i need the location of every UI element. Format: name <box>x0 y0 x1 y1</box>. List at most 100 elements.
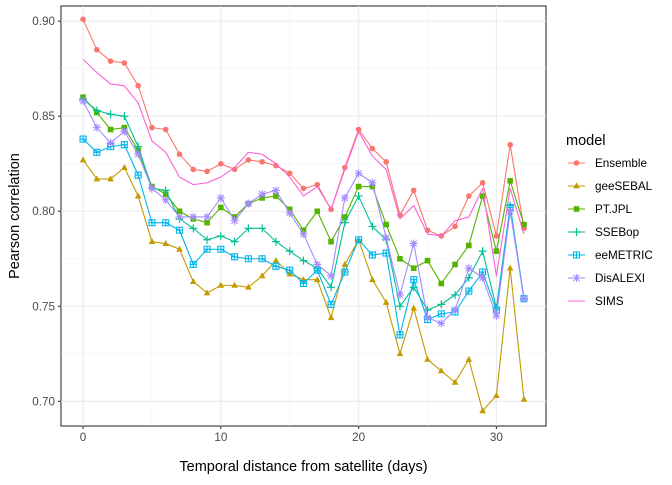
data-point-ensemble <box>493 233 500 239</box>
data-point-pt-jpl <box>493 248 500 254</box>
data-point-eemetric <box>355 236 363 244</box>
data-point-disalexi <box>395 290 404 299</box>
data-point-geesebal <box>231 281 238 288</box>
data-point-ensemble <box>383 159 389 165</box>
data-point-pt-jpl <box>204 219 210 226</box>
series-line-sims <box>82 58 525 277</box>
data-point-eemetric <box>299 279 308 288</box>
data-point-eemetric <box>231 253 239 261</box>
data-point-geesebal <box>369 276 376 283</box>
data-point-geesebal <box>465 355 473 362</box>
data-point-ensemble <box>507 141 513 148</box>
data-point-pt-jpl <box>452 261 458 268</box>
data-point-ssebop <box>203 235 212 244</box>
data-point-geesebal <box>162 239 170 246</box>
data-point-geesebal <box>327 314 335 321</box>
legend-key-marker <box>572 251 581 259</box>
data-point-geesebal <box>506 264 514 271</box>
data-point-ssebop <box>230 237 239 246</box>
data-point-pt-jpl <box>342 214 348 220</box>
data-point-disalexi <box>313 260 322 269</box>
data-point-ensemble <box>355 126 362 133</box>
data-point-geesebal <box>245 283 252 290</box>
y-tick-label: 0.80 <box>32 205 55 218</box>
data-point-ssebop <box>437 300 446 309</box>
data-point-eemetric <box>189 260 197 269</box>
x-tick-label: 10 <box>214 431 228 444</box>
y-axis-title: Pearson correlation <box>7 153 23 279</box>
data-point-eemetric <box>120 141 128 149</box>
data-point-ensemble <box>259 159 265 165</box>
data-point-disalexi <box>423 313 432 322</box>
data-point-pt-jpl <box>479 193 486 199</box>
data-point-geesebal <box>217 281 225 288</box>
data-point-ssebop <box>189 224 198 233</box>
data-point-ssebop <box>271 237 280 246</box>
data-point-ensemble <box>80 16 86 23</box>
data-point-ensemble <box>466 193 472 199</box>
data-point-pt-jpl <box>273 193 279 199</box>
legend-item-sims: SIMS <box>568 295 624 308</box>
data-point-pt-jpl <box>107 126 114 133</box>
axes: 0.70 0.75 0.80 0.85 0.90 0 10 20 30 <box>32 15 503 444</box>
data-point-ssebop <box>299 256 308 265</box>
data-point-geesebal <box>493 391 500 398</box>
data-point-eemetric <box>368 251 376 259</box>
data-point-pt-jpl <box>507 178 513 184</box>
data-point-ssebop <box>327 283 336 292</box>
x-axis-title: Temporal distance from satellite (days) <box>179 459 427 475</box>
data-point-ssebop <box>451 290 460 299</box>
legend-item-disalexi: DisALEXI <box>568 272 645 285</box>
data-point-eemetric <box>410 276 418 284</box>
data-point-geesebal <box>520 395 528 402</box>
data-point-ensemble <box>452 223 458 230</box>
data-point-eemetric <box>134 171 142 179</box>
data-point-geesebal <box>176 245 183 252</box>
data-point-ensemble <box>369 145 376 152</box>
data-point-disalexi <box>161 195 170 204</box>
data-point-eemetric <box>93 148 101 156</box>
legend-key-marker <box>572 228 581 236</box>
data-point-disalexi <box>409 239 418 248</box>
data-point-pt-jpl <box>466 242 472 249</box>
data-point-disalexi <box>340 193 349 202</box>
data-point-geesebal <box>341 260 349 267</box>
data-point-pt-jpl <box>438 280 445 287</box>
legend-item-eemetric: eeMETRIC <box>568 249 653 262</box>
data-point-disalexi <box>216 193 225 202</box>
data-point-ssebop <box>423 306 432 315</box>
legend-key-marker <box>572 274 581 282</box>
data-point-disalexi <box>79 97 88 106</box>
legend: model Ensemble geeSEBAL PT.JPL SSEBop eeMETR… <box>566 133 653 308</box>
data-point-disalexi <box>506 207 515 216</box>
data-point-eemetric <box>217 245 225 253</box>
data-point-disalexi <box>478 273 487 282</box>
data-point-pt-jpl <box>218 204 224 211</box>
data-point-disalexi <box>258 190 267 199</box>
data-point-eemetric <box>437 310 445 318</box>
data-point-disalexi <box>92 123 101 132</box>
y-tick-label: 0.85 <box>32 110 55 123</box>
x-tick-label: 0 <box>80 431 87 444</box>
data-point-disalexi <box>230 216 239 225</box>
data-point-pt-jpl <box>355 183 362 190</box>
data-point-geesebal <box>272 257 280 264</box>
data-point-disalexi <box>368 178 377 187</box>
data-point-ensemble <box>94 46 100 53</box>
data-point-ensemble <box>273 162 279 169</box>
data-point-geesebal <box>93 175 101 182</box>
data-point-ssebop <box>354 192 363 201</box>
data-point-ensemble <box>121 60 128 66</box>
data-point-disalexi <box>382 233 391 242</box>
data-point-eemetric <box>175 226 184 234</box>
data-point-disalexi <box>354 169 363 178</box>
legend-item-ssebop: SSEBop <box>568 226 640 239</box>
data-point-ensemble <box>162 126 169 133</box>
data-point-ensemble <box>190 166 197 173</box>
data-point-pt-jpl <box>410 265 417 272</box>
data-point-pt-jpl <box>521 221 527 228</box>
plot-panel <box>60 5 547 427</box>
data-point-geesebal <box>396 350 404 357</box>
data-point-disalexi <box>203 212 212 221</box>
